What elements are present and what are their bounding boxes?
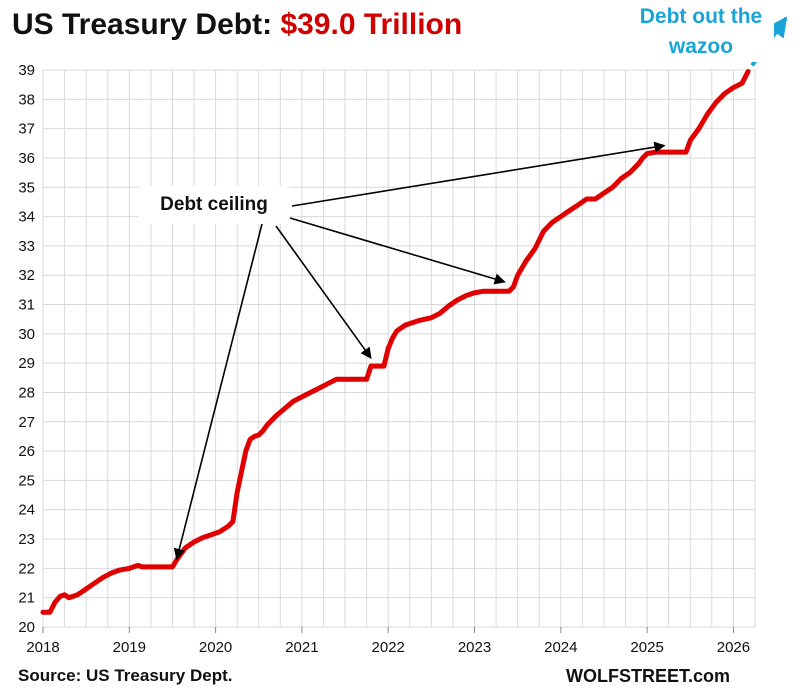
debt-ceiling-arrow bbox=[289, 217, 506, 285]
y-tick-label: 37 bbox=[18, 121, 35, 138]
x-tick-label: 2026 bbox=[717, 639, 750, 656]
debt-ceiling-arrow bbox=[173, 223, 263, 560]
x-tick-label: 2018 bbox=[26, 639, 59, 656]
y-tick-label: 36 bbox=[18, 150, 35, 167]
wazoo-annotation: Debt out the wazoo bbox=[628, 2, 774, 62]
y-tick-label: 35 bbox=[18, 179, 35, 196]
y-tick-label: 28 bbox=[18, 384, 35, 401]
x-tick-label: 2020 bbox=[199, 639, 232, 656]
y-tick-label: 39 bbox=[18, 62, 35, 79]
source-note: Source: US Treasury Dept. bbox=[18, 666, 233, 685]
y-tick-label: 32 bbox=[18, 267, 35, 284]
x-tick-label: 2021 bbox=[285, 639, 318, 656]
y-tick-label: 21 bbox=[18, 590, 35, 607]
y-tick-label: 33 bbox=[18, 238, 35, 255]
debt-ceiling-arrow bbox=[275, 225, 372, 359]
x-tick-label: 2024 bbox=[544, 639, 577, 656]
y-tick-label: 31 bbox=[18, 297, 35, 314]
y-tick-label: 30 bbox=[18, 326, 35, 343]
y-tick-label: 25 bbox=[18, 472, 35, 489]
x-tick-label: 2023 bbox=[458, 639, 491, 656]
debt-series-line bbox=[40, 69, 751, 615]
x-tick-label: 2019 bbox=[113, 639, 146, 656]
x-tick-label: 2025 bbox=[630, 639, 663, 656]
y-tick-label: 26 bbox=[18, 443, 35, 460]
y-tick-label: 24 bbox=[18, 502, 35, 519]
y-axis-ticks: 20 21 22 23 24 25 26 27 28 29 30 31 32 33 34 35 36 37 38 39 bbox=[18, 62, 35, 636]
brand-label: WOLFSTREET.com bbox=[565, 666, 730, 686]
y-tick-label: 34 bbox=[18, 209, 35, 226]
y-tick-label: 38 bbox=[18, 91, 35, 108]
y-tick-label: 23 bbox=[18, 531, 35, 548]
chart-title: US Treasury Debt: $39.0 Trillion bbox=[12, 8, 462, 42]
title-value: $39.0 Trillion bbox=[280, 8, 463, 41]
y-tick-label: 29 bbox=[18, 355, 35, 372]
wazoo-line-2: wazoo bbox=[668, 35, 734, 58]
x-tick-label: 2022 bbox=[372, 639, 405, 656]
wazoo-line-1: Debt out the bbox=[639, 5, 763, 28]
y-tick-label: 22 bbox=[18, 560, 35, 577]
debt-ceiling-arrow bbox=[291, 141, 666, 207]
title-prefix: US Treasury Debt: bbox=[12, 8, 273, 41]
x-axis-ticks: 2018 2019 2020 2021 2022 2023 2024 2025 2026 bbox=[26, 627, 750, 656]
debt-ceiling-label: Debt ceiling bbox=[139, 186, 289, 224]
y-tick-label: 20 bbox=[18, 619, 35, 636]
series-layer bbox=[40, 69, 751, 615]
y-tick-label: 27 bbox=[18, 414, 35, 431]
